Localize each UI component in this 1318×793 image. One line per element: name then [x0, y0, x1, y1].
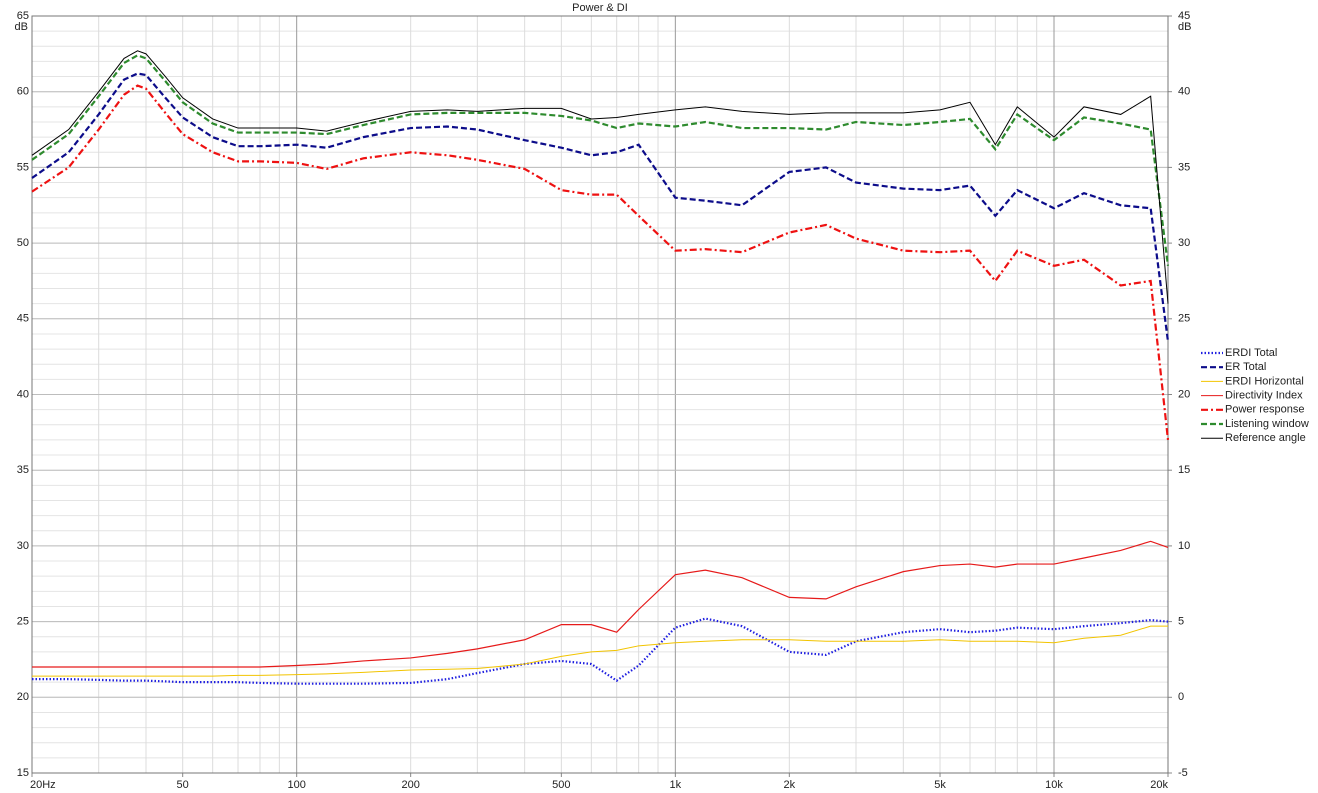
series-line [32, 617, 1169, 685]
y2-tick-label: 0 [1178, 691, 1184, 703]
x-tick-label: 100 [287, 779, 305, 791]
x-tick-label: 200 [401, 779, 419, 791]
series-line [31, 84, 1170, 441]
y2-axis-label: dB [1178, 21, 1191, 33]
y-tick-label: 60 [17, 86, 29, 98]
y2-tick-label: 30 [1178, 237, 1190, 249]
x-tick-label: 5k [934, 779, 946, 791]
y-tick-label: 15 [17, 767, 29, 779]
series-line [31, 72, 1170, 342]
legend-label: ERDI Horizontal [1225, 375, 1304, 387]
y2-tick-label: 10 [1178, 540, 1190, 552]
chart-title: Power & DI [572, 2, 628, 14]
y2-tick-label: 45 [1178, 10, 1190, 22]
plot-frame [31, 15, 1169, 774]
x-tick-label: 2k [784, 779, 796, 791]
y-tick-label: 45 [17, 313, 29, 325]
y-tick-label: 30 [17, 540, 29, 552]
x-tick-label: 50 [177, 779, 189, 791]
y2-tick-label: 40 [1178, 86, 1190, 98]
y2-tick-label: 15 [1178, 464, 1190, 476]
y-axis-label: dB [15, 21, 28, 33]
series-line [32, 540, 1169, 668]
legend-label: Power response [1225, 404, 1305, 416]
y-tick-label: 25 [17, 616, 29, 628]
series-line [32, 625, 1168, 677]
y-tick-label: 35 [17, 464, 29, 476]
y-tick-label: 50 [17, 237, 29, 249]
legend-label: Listening window [1225, 418, 1309, 430]
series-line [31, 54, 1170, 266]
x-tick-label: 20k [1150, 779, 1168, 791]
x-tick-label: 500 [552, 779, 570, 791]
y2-tick-label: 35 [1178, 161, 1190, 173]
y2-tick-label: 20 [1178, 388, 1190, 400]
x-tick-label: 1k [670, 779, 682, 791]
y-tick-label: 55 [17, 161, 29, 173]
y2-tick-label: 5 [1178, 616, 1184, 628]
x-tick-label: 20Hz [30, 779, 56, 791]
y2-tick-label: -5 [1178, 767, 1188, 779]
legend-label: Reference angle [1225, 432, 1306, 444]
y2-tick-label: 25 [1178, 313, 1190, 325]
y-tick-label: 20 [17, 691, 29, 703]
y-tick-label: 40 [17, 388, 29, 400]
series-line [31, 50, 1169, 304]
legend-label: ERDI Total [1225, 347, 1277, 359]
x-tick-label: 10k [1045, 779, 1063, 791]
legend-label: Directivity Index [1225, 390, 1303, 402]
y-tick-label: 65 [17, 10, 29, 22]
legend-label: ER Total [1225, 361, 1266, 373]
